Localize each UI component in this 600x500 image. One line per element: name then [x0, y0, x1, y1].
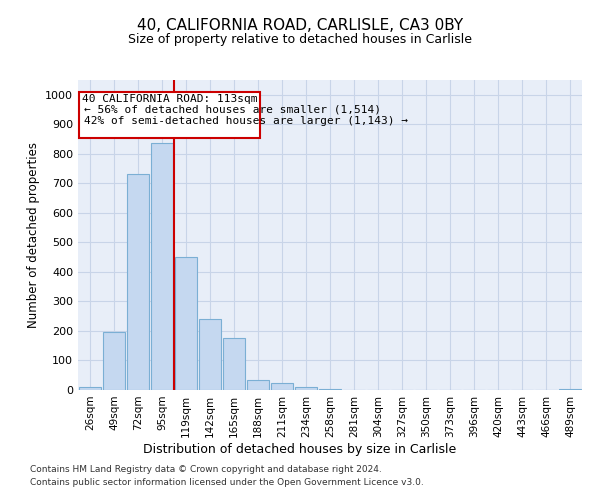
Text: 40, CALIFORNIA ROAD, CARLISLE, CA3 0BY: 40, CALIFORNIA ROAD, CARLISLE, CA3 0BY	[137, 18, 463, 32]
Bar	[199, 319, 221, 390]
Bar	[103, 332, 125, 390]
Bar	[271, 382, 293, 390]
Bar	[127, 174, 149, 390]
Bar	[223, 338, 245, 390]
Bar	[295, 387, 317, 390]
Text: Size of property relative to detached houses in Carlisle: Size of property relative to detached ho…	[128, 32, 472, 46]
Text: Contains public sector information licensed under the Open Government Licence v3: Contains public sector information licen…	[30, 478, 424, 487]
Text: Distribution of detached houses by size in Carlisle: Distribution of detached houses by size …	[143, 442, 457, 456]
Bar	[247, 380, 269, 390]
Text: Contains HM Land Registry data © Crown copyright and database right 2024.: Contains HM Land Registry data © Crown c…	[30, 466, 382, 474]
Bar	[79, 387, 101, 390]
Bar	[559, 388, 581, 390]
Bar	[175, 257, 197, 390]
Text: ← 56% of detached houses are smaller (1,514): ← 56% of detached houses are smaller (1,…	[84, 104, 381, 115]
Bar	[319, 388, 341, 390]
Y-axis label: Number of detached properties: Number of detached properties	[26, 142, 40, 328]
Bar	[151, 144, 173, 390]
FancyBboxPatch shape	[79, 92, 260, 138]
Text: 42% of semi-detached houses are larger (1,143) →: 42% of semi-detached houses are larger (…	[84, 116, 408, 126]
Text: 40 CALIFORNIA ROAD: 113sqm: 40 CALIFORNIA ROAD: 113sqm	[82, 94, 257, 104]
